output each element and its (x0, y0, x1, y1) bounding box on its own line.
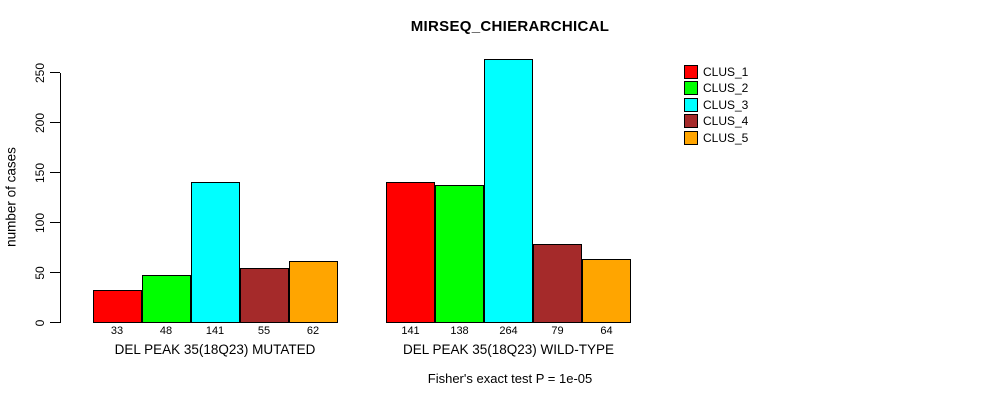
category-label-group1: DEL PEAK 35(18Q23) MUTATED (114, 342, 316, 357)
y-tick-label: 50 (33, 265, 47, 280)
legend-label: CLUS_5 (703, 130, 749, 145)
y-tick-mark (49, 171, 60, 174)
y-tick-label: 250 (33, 62, 47, 83)
y-tick-mark (49, 71, 60, 74)
bar-clus-3-group2 (484, 58, 533, 323)
bar-clus-2-group1 (141, 274, 191, 323)
bar-clus-5-group1 (288, 260, 338, 323)
y-tick-label: 100 (33, 212, 47, 233)
y-tick-mark (49, 221, 60, 224)
bar-clus-3-group1 (190, 181, 240, 323)
legend-swatch-clus-1 (684, 64, 698, 79)
legend-label: CLUS_1 (703, 64, 749, 79)
bar-value-label: 79 (551, 325, 564, 337)
legend-label: CLUS_4 (703, 114, 749, 129)
legend-item-clus-3: CLUS_3 (684, 97, 749, 112)
bar-value-label: 141 (401, 325, 420, 337)
bar-clus-2-group2 (435, 184, 484, 323)
legend-item-clus-2: CLUS_2 (684, 81, 749, 96)
y-tick-mark (49, 321, 60, 324)
y-tick-label: 200 (33, 112, 47, 133)
bar-clus-1-group2 (386, 181, 435, 323)
bar-value-label: 33 (110, 325, 124, 337)
legend-label: CLUS_2 (703, 81, 749, 96)
category-label-group2: DEL PEAK 35(18Q23) WILD-TYPE (402, 342, 615, 357)
bar-value-label: 55 (257, 325, 271, 337)
y-tick-label: 150 (33, 162, 47, 183)
bar-clus-1-group1 (92, 289, 142, 323)
legend-swatch-clus-3 (684, 97, 698, 112)
bar-value-label: 141 (205, 325, 225, 337)
legend-item-clus-5: CLUS_5 (684, 130, 749, 145)
legend-swatch-clus-5 (684, 130, 698, 145)
y-tick-mark (49, 271, 60, 274)
legend-swatch-clus-2 (684, 81, 698, 96)
caption-fishers-test: Fisher's exact test P = 1e-05 (427, 371, 593, 386)
bar-value-label: 264 (499, 325, 518, 337)
legend-item-clus-4: CLUS_4 (684, 114, 749, 129)
chart-title: MIRSEQ_CHIERARCHICAL (410, 18, 610, 35)
y-axis-label: number of cases (3, 147, 19, 247)
y-tick-label: 0 (33, 319, 47, 326)
bar-clus-4-group2 (533, 243, 582, 323)
legend-swatch-clus-4 (684, 114, 698, 129)
y-tick-mark (49, 121, 60, 124)
bar-clus-4-group1 (239, 267, 289, 323)
bar-value-label: 48 (159, 325, 173, 337)
legend-item-clus-1: CLUS_1 (684, 64, 749, 79)
legend-label: CLUS_3 (703, 97, 749, 112)
bar-value-label: 62 (306, 325, 320, 337)
y-axis-line (59, 72, 61, 323)
bar-clus-5-group2 (582, 258, 631, 323)
bar-value-label: 64 (600, 325, 613, 337)
bar-value-label: 138 (450, 325, 469, 337)
